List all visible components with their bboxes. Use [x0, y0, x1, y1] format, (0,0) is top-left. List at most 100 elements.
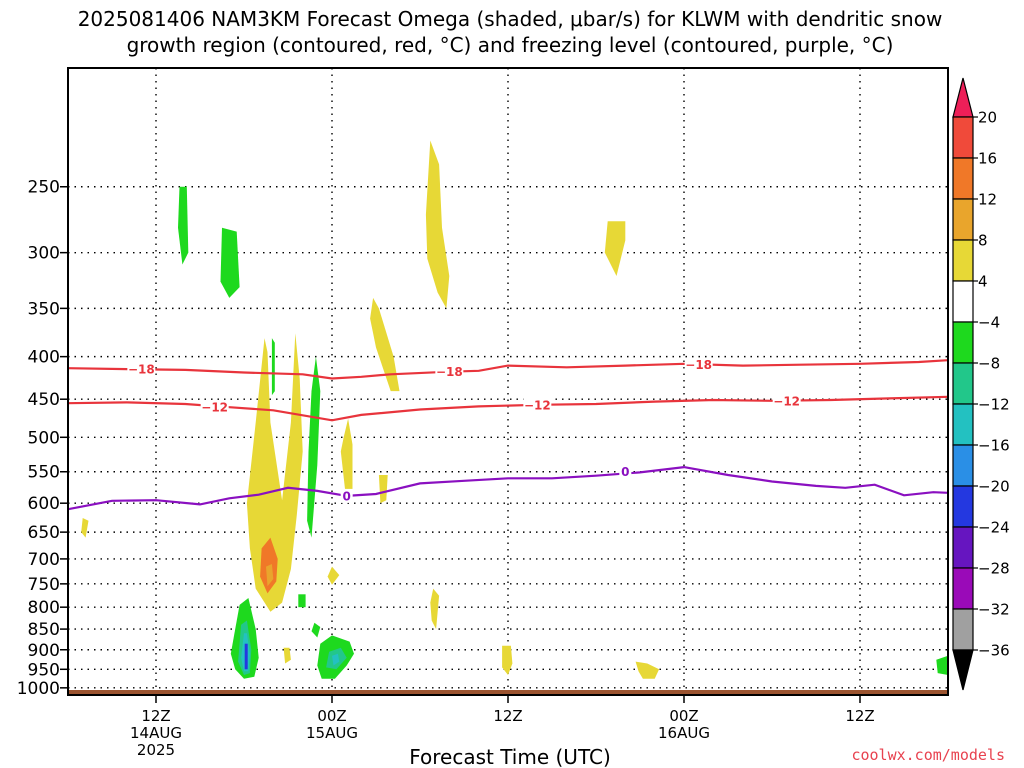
omega-shade-region: [81, 518, 89, 538]
omega-shade-region: [283, 647, 291, 664]
contour-label-bg: [200, 400, 229, 415]
colorbar-box: [952, 485, 974, 528]
x-tick-label: 12Z: [141, 707, 170, 725]
contour-label-bg: [684, 357, 713, 372]
y-tick-label: 650: [28, 523, 60, 543]
colorbar-label: −32: [978, 601, 1010, 619]
colorbar-label: −24: [978, 519, 1010, 537]
ground-layer: [68, 690, 948, 695]
colorbar-label: −20: [978, 478, 1010, 496]
contour-label: 0: [342, 489, 350, 503]
y-tick-label: 600: [28, 494, 60, 514]
y-tick-label: 250: [28, 178, 60, 198]
omega-shade-region: [502, 645, 513, 675]
colorbar-box: [952, 567, 974, 610]
colorbar-box: [952, 321, 974, 364]
y-tick-label: 450: [28, 390, 60, 410]
y-tick-label: 900: [28, 641, 60, 661]
omega-shade-region: [178, 186, 189, 265]
omega-shade-region: [327, 566, 340, 585]
y-tick-label: 550: [28, 463, 60, 483]
omega-shade-region: [430, 588, 440, 630]
colorbar-box: [952, 116, 974, 159]
omega-shade-region: [936, 655, 948, 675]
y-tick-label: 500: [28, 428, 60, 448]
omega-shade-region: [244, 643, 248, 670]
colorbar-top-arrow: [952, 77, 974, 118]
chart-title-line2: growth region (contoured, red, °C) and f…: [127, 33, 894, 57]
contour-label: −12: [201, 401, 228, 415]
colorbar-label: −4: [978, 314, 1000, 332]
x-axis-label: Forecast Time (UTC): [409, 745, 611, 768]
colorbar-box: [952, 362, 974, 405]
contour-label-bg: [772, 393, 801, 408]
contour-line: [68, 465, 948, 511]
omega-shading: [81, 140, 948, 679]
contour-label: 0: [621, 465, 629, 479]
y-tick-label: 700: [28, 550, 60, 570]
y-tick-label: 300: [28, 244, 60, 264]
y-tick-label: 350: [28, 299, 60, 319]
credit-text: coolwx.com/models: [851, 746, 1005, 764]
x-tick-label: 12Z: [845, 707, 874, 725]
colorbar-label: −12: [978, 396, 1010, 414]
colorbar-label: −28: [978, 560, 1010, 578]
contour-label-bg: [523, 397, 552, 412]
omega-shade-region: [332, 653, 340, 666]
omega-shade-region: [635, 661, 660, 679]
colorbar-label: 12: [978, 191, 997, 209]
contour-label-bg: [340, 488, 353, 503]
colorbar-bottom-arrow: [952, 649, 974, 691]
contour-label: −18: [436, 365, 463, 379]
contour-label-bg: [435, 364, 464, 379]
colorbar-label: 8: [978, 232, 988, 250]
omega-shade-region: [220, 227, 240, 298]
grid-lines: [68, 68, 948, 695]
colorbar-label: −16: [978, 437, 1010, 455]
ground-fill: [68, 690, 948, 695]
colorbar-label: −8: [978, 355, 1000, 373]
omega-shade-region: [378, 475, 388, 504]
omega-shade-region: [307, 356, 321, 538]
plot-area: −18 −18 −18 −12 −12 −12 0 0: [67, 67, 949, 696]
colorbar-label: 4: [978, 273, 988, 291]
y-tick-label: 400: [28, 348, 60, 368]
y-tick-label: 950: [28, 660, 60, 680]
chart-title-line1: 2025081406 NAM3KM Forecast Omega (shaded…: [78, 7, 943, 31]
colorbar-box: [952, 403, 974, 446]
colorbar-box: [952, 280, 974, 323]
x-tick-label: 12Z: [493, 707, 522, 725]
y-tick-label: 750: [28, 575, 60, 595]
contour-label: −12: [524, 398, 551, 412]
colorbar-label: 16: [978, 150, 997, 168]
colorbar-label: −36: [978, 642, 1010, 660]
y-axis-ticks: 2503003504004505005506006507007508008509…: [17, 178, 68, 699]
omega-shade-region: [311, 622, 321, 638]
colorbar: 20 16 12 8 4 −4 −8 −12 −16 −20 −24 −28 −32 −36: [952, 77, 1010, 691]
x-tick-label: 00Z: [669, 707, 698, 725]
omega-shade-region: [298, 594, 306, 608]
contour-lines: −18 −18 −18 −12 −12 −12 0 0: [68, 357, 948, 511]
contour-line: [68, 359, 948, 380]
colorbar-box: [952, 526, 974, 569]
colorbar-box: [952, 157, 974, 200]
y-tick-label: 1000: [17, 679, 60, 699]
x-tick-label: 15AUG: [306, 724, 358, 742]
omega-shade-region: [271, 338, 275, 396]
contour-label: −18: [128, 363, 155, 377]
colorbar-box: [952, 444, 974, 487]
omega-shade-region: [266, 564, 274, 587]
x-tick-label: 14AUG: [130, 724, 182, 742]
y-tick-label: 850: [28, 620, 60, 640]
colorbar-box: [952, 198, 974, 241]
omega-shade-region: [425, 140, 450, 309]
x-tick-label: 16AUG: [658, 724, 710, 742]
omega-shade-region: [340, 418, 353, 491]
omega-shade-region: [370, 297, 400, 392]
contour-label-bg: [619, 464, 632, 479]
contour-label: −12: [773, 394, 800, 408]
omega-shade-region: [604, 221, 626, 276]
colorbar-box: [952, 239, 974, 282]
